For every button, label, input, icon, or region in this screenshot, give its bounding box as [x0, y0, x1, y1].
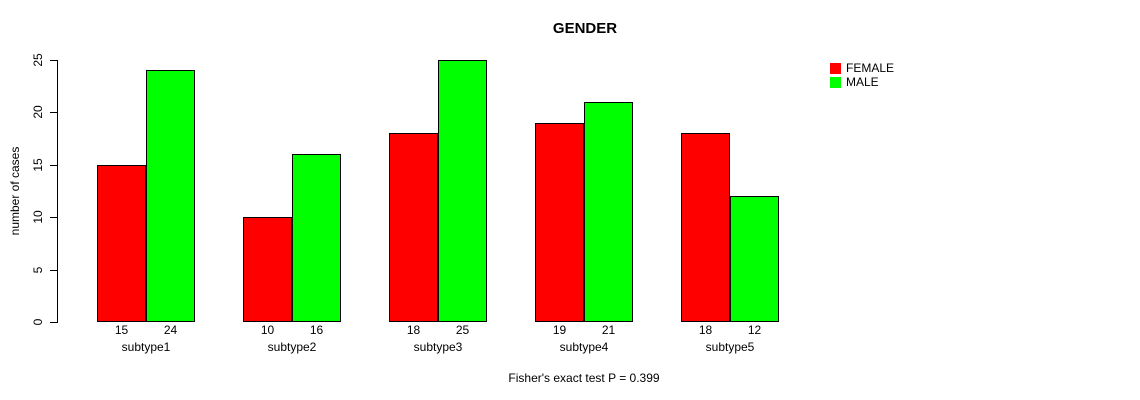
bar-value-label: 25: [455, 323, 470, 337]
chart-title: GENDER: [552, 20, 618, 37]
bar-value-label: 18: [406, 323, 421, 337]
bar-value-label: 19: [552, 323, 567, 337]
bar-male-subtype2: [292, 154, 341, 322]
y-tick-label: 15: [31, 158, 45, 172]
stat-annotation: Fisher's exact test P = 0.399: [508, 371, 660, 385]
y-tick-mark: [50, 217, 57, 218]
legend-swatch-female: [830, 63, 841, 74]
bar-value-label: 12: [747, 323, 762, 337]
legend-item-male: MALE: [830, 75, 894, 89]
y-tick-label: 5: [31, 266, 45, 274]
bar-male-subtype3: [438, 60, 487, 322]
bar-value-label: 18: [698, 323, 713, 337]
bar-male-subtype5: [730, 196, 779, 322]
bar-female-subtype3: [389, 133, 438, 322]
y-tick-label: 10: [31, 210, 45, 224]
y-tick-mark: [50, 270, 57, 271]
legend-label: FEMALE: [846, 61, 895, 75]
category-label-subtype3: subtype3: [413, 340, 463, 354]
category-label-subtype1: subtype1: [121, 340, 171, 354]
legend-swatch-male: [830, 77, 841, 88]
legend-label: MALE: [846, 75, 879, 89]
y-tick-mark: [50, 60, 57, 61]
y-tick-label: 0: [31, 318, 45, 326]
legend: FEMALE MALE: [830, 61, 895, 89]
bar-female-subtype4: [535, 122, 584, 322]
bar-value-label: 21: [601, 323, 616, 337]
y-tick-mark: [50, 165, 57, 166]
bar-value-label: 15: [114, 323, 129, 337]
category-label-subtype4: subtype4: [559, 340, 609, 354]
bar-male-subtype4: [584, 101, 633, 322]
y-tick-mark: [50, 112, 57, 113]
bar-female-subtype1: [97, 164, 146, 322]
y-tick-label: 25: [31, 53, 45, 67]
y-tick-mark: [50, 322, 57, 323]
bar-value-label: 10: [260, 323, 275, 337]
bar-male-subtype1: [146, 70, 195, 322]
category-label-subtype5: subtype5: [705, 340, 755, 354]
y-axis-line: [57, 60, 58, 323]
category-label-subtype2: subtype2: [267, 340, 317, 354]
bar-female-subtype5: [681, 133, 730, 322]
y-tick-label: 20: [31, 105, 45, 119]
legend-item-female: FEMALE: [830, 61, 895, 75]
bar-value-label: 24: [163, 323, 178, 337]
bar-value-label: 16: [309, 323, 324, 337]
bar-female-subtype2: [243, 217, 292, 322]
